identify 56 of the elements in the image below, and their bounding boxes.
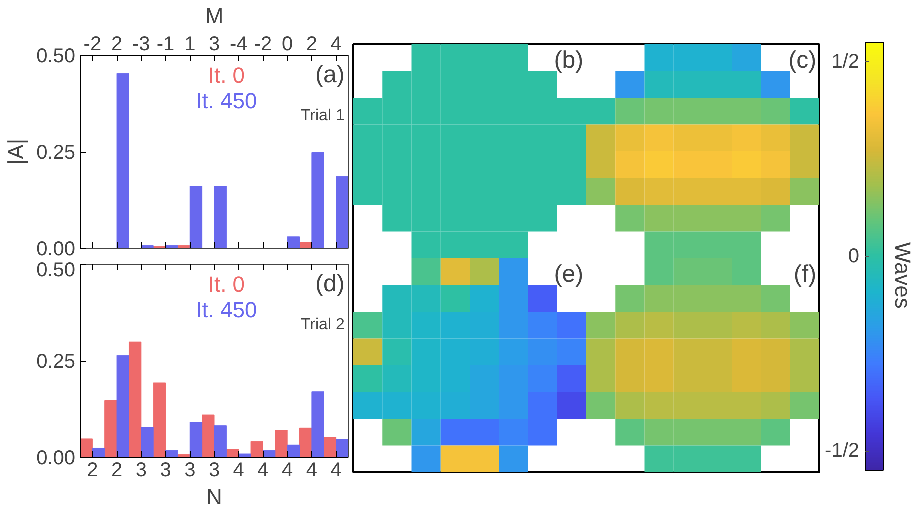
annotation: (f) [794, 261, 817, 288]
bar [178, 246, 190, 248]
text: It. 0 [208, 63, 246, 88]
x-tick-label: 4 [282, 460, 294, 482]
x-tick-label: 3 [184, 460, 196, 482]
x-tick-label: 3 [136, 460, 147, 482]
x-tick-label: 2 [87, 460, 98, 482]
x-tick-label: -2 [84, 34, 102, 56]
color-bar-label: -1/2 [825, 440, 860, 462]
x-tick-label: -1 [156, 34, 175, 56]
y-tick-label: 0.50 [36, 46, 76, 68]
x-tick-label: 3 [160, 460, 172, 482]
bar [312, 152, 324, 248]
bar [166, 246, 178, 248]
bar [116, 73, 130, 248]
x-tick-label: 4 [258, 460, 269, 482]
bar [214, 186, 227, 248]
text: It. 450 [196, 88, 258, 114]
bar [287, 236, 300, 248]
text: It. 450 [196, 297, 258, 322]
x-tick-label: 4 [233, 460, 244, 482]
annotation: (e) [554, 261, 584, 288]
x-tick-label: -3 [132, 34, 150, 56]
annotation: Trial 1 [300, 108, 345, 125]
x-tick-label: -4 [230, 34, 248, 56]
x-tick-label: 4 [306, 460, 318, 482]
x-axis-title: M [205, 4, 224, 28]
x-tick-label: 2 [111, 34, 123, 56]
y-tick-label: 0.00 [36, 238, 76, 260]
x-tick-label: 0 [282, 34, 294, 56]
y-tick-label: 0.25 [36, 142, 76, 164]
color-bar-label: 0 [848, 246, 860, 268]
x-tick-label: 1 [184, 34, 196, 56]
y-axis-title: |A| [4, 138, 29, 166]
color-bar-title: Waves [890, 242, 916, 309]
text: It. 0 [208, 272, 246, 298]
color-bar-label: 1/2 [832, 50, 860, 73]
bar [190, 186, 203, 248]
y-tick-label: 0.50 [36, 260, 76, 282]
x-tick-label: 2 [306, 34, 318, 56]
y-tick-label: 0.00 [36, 448, 76, 470]
annotation: Trial 2 [300, 316, 345, 334]
x-tick-label: 4 [330, 460, 342, 482]
y-tick-label: 0.25 [36, 351, 76, 373]
bar [141, 246, 154, 248]
bar [336, 176, 348, 248]
annotation: (b) [554, 47, 584, 74]
annotation: (a) [316, 61, 345, 88]
x-tick-label: -2 [254, 34, 272, 56]
annotation: (d) [316, 270, 345, 298]
x-tick-label: 3 [208, 34, 220, 56]
annotation: (c) [788, 47, 817, 74]
x-tick-label: 4 [330, 34, 342, 56]
x-tick-label: 2 [111, 460, 123, 482]
x-axis-title: N [206, 484, 222, 510]
x-tick-label: 3 [208, 460, 220, 482]
